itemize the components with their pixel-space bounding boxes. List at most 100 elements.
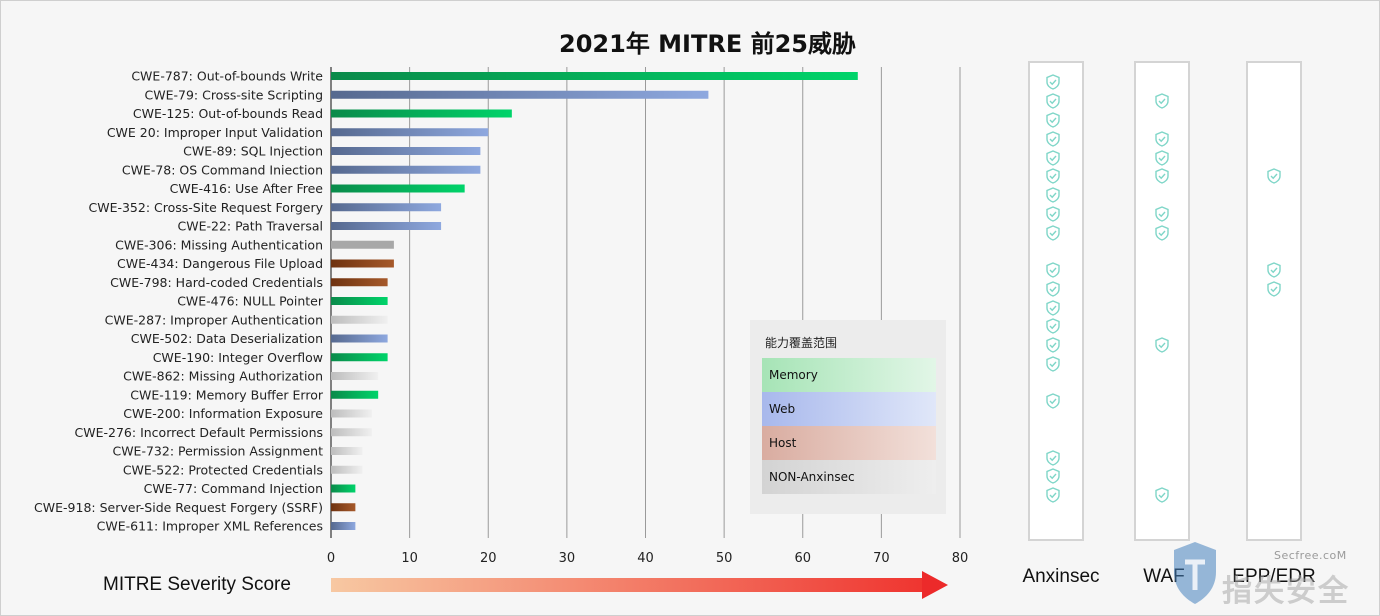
- shield-check-icon: [1154, 130, 1170, 147]
- bar: [331, 390, 379, 399]
- bar: [331, 334, 388, 343]
- legend: 能力覆盖范围 Memory Web Host NON-Anxinsec: [750, 320, 946, 514]
- bar: [331, 522, 356, 530]
- shield-check-icon: [1045, 168, 1061, 184]
- bar: [331, 184, 465, 193]
- legend-label-host: Host: [769, 436, 797, 450]
- x-axis-caption: MITRE Severity Score: [103, 574, 291, 595]
- x-tick-label: 0: [327, 551, 335, 566]
- shield-check-icon: [1154, 487, 1170, 503]
- category-label: CWE-787: Out-of-bounds Write: [131, 69, 323, 84]
- legend-label-non: NON-Anxinsec: [769, 470, 855, 484]
- shield-check-icon: [1154, 205, 1170, 222]
- bar: [331, 147, 481, 155]
- legend-item-memory: Memory: [762, 358, 936, 392]
- category-label: CWE-78: OS Command Iniection: [122, 162, 323, 177]
- category-label: CWE-798: Hard-coded Credentials: [110, 275, 323, 290]
- bar: [331, 503, 356, 512]
- legend-item-host: Host: [762, 426, 936, 460]
- category-label: CWE-416: Use After Free: [170, 181, 324, 196]
- legend-item-non: NON-Anxinsec: [762, 460, 936, 494]
- category-label: CWE-732: Permission Assignment: [112, 444, 323, 459]
- x-tick-label: 80: [952, 551, 969, 566]
- bar: [331, 353, 388, 362]
- category-label: CWE 20: Improper Input Validation: [107, 125, 323, 140]
- shield-check-icon: [1045, 318, 1061, 334]
- shield-check-icon: [1266, 280, 1282, 297]
- shield-check-icon: [1045, 487, 1061, 503]
- shield-check-icon: [1154, 149, 1170, 166]
- coverage-column-epp-edr: [1246, 61, 1302, 541]
- bar: [331, 372, 379, 380]
- category-label: CWE-22: Path Traversal: [178, 219, 324, 234]
- bar: [331, 259, 394, 268]
- shield-check-icon: [1045, 187, 1061, 203]
- shield-check-icon: [1154, 93, 1170, 109]
- shield-check-icon: [1154, 168, 1170, 184]
- bar: [331, 315, 388, 324]
- bar: [331, 109, 512, 118]
- watermark-logo-icon: [1174, 542, 1216, 604]
- shield-check-icon: [1045, 149, 1061, 166]
- x-tick-label: 10: [401, 551, 418, 566]
- category-label: CWE-287: Improper Authentication: [105, 312, 323, 327]
- severity-arrow-head-icon: [922, 571, 948, 599]
- shield-check-icon: [1045, 468, 1061, 484]
- shield-check-icon: [1045, 393, 1061, 409]
- category-label: CWE-77: Command Injection: [144, 481, 323, 496]
- bar: [331, 409, 372, 418]
- bar: [331, 72, 858, 80]
- category-label: CWE-352: Cross-Site Request Forgery: [88, 200, 323, 215]
- bar: [331, 128, 489, 137]
- category-label: CWE-862: Missing Authorization: [123, 369, 323, 384]
- shield-check-icon: [1045, 280, 1061, 297]
- category-label: CWE-434: Dangerous File Upload: [117, 256, 323, 271]
- bar: [331, 278, 388, 287]
- category-label: CWE-502: Data Deserialization: [131, 331, 323, 346]
- shield-check-icon: [1045, 205, 1061, 222]
- legend-label-web: Web: [769, 402, 796, 416]
- category-label: CWE-306: Missing Authentication: [115, 237, 323, 252]
- shield-check-icon: [1045, 112, 1061, 128]
- bar: [331, 222, 442, 230]
- shield-check-icon: [1045, 224, 1061, 241]
- legend-label-memory: Memory: [769, 368, 818, 382]
- shield-check-icon: [1154, 224, 1170, 241]
- legend-item-web: Web: [762, 392, 936, 426]
- bar: [331, 447, 363, 455]
- shield-check-icon: [1045, 74, 1061, 90]
- x-tick-label: 50: [716, 551, 733, 566]
- category-label: CWE-190: Integer Overflow: [153, 350, 323, 365]
- shield-check-icon: [1045, 299, 1061, 316]
- category-label: CWE-119: Memory Buffer Error: [130, 387, 324, 402]
- category-label: CWE-522: Protected Credentials: [123, 462, 323, 477]
- x-tick-label: 30: [559, 551, 576, 566]
- shield-check-icon: [1045, 93, 1061, 109]
- coverage-column-waf: [1134, 61, 1190, 541]
- category-label: CWE-200: Information Exposure: [123, 406, 323, 421]
- x-tick-label: 60: [794, 551, 811, 566]
- bar: [331, 428, 372, 437]
- severity-arrow-bar: [331, 578, 923, 592]
- bar: [331, 297, 388, 305]
- category-label: CWE-611: Improper XML References: [97, 519, 323, 534]
- category-label: CWE-918: Server-Side Request Forgery (SS…: [34, 500, 323, 515]
- bar: [331, 165, 481, 174]
- x-tick-label: 20: [480, 551, 497, 566]
- category-label: CWE-79: Cross-site Scripting: [145, 87, 324, 102]
- x-tick-label: 40: [637, 551, 654, 566]
- watermark-cn-text: 指失安全: [1222, 574, 1350, 609]
- shield-check-icon: [1045, 355, 1061, 372]
- category-label: CWE-476: NULL Pointer: [177, 294, 324, 309]
- coverage-label-epp-edr: EPP/EDR: [1232, 566, 1316, 587]
- shield-check-icon: [1045, 337, 1061, 353]
- bar: [331, 465, 363, 474]
- x-tick-label: 70: [873, 551, 890, 566]
- shield-check-icon: [1266, 168, 1282, 184]
- bar: [331, 240, 394, 249]
- coverage-label-anxinsec: Anxinsec: [1022, 566, 1100, 587]
- legend-title: 能力覆盖范围: [765, 336, 838, 350]
- watermark-site-text: Secfree.coM: [1274, 549, 1347, 562]
- shield-check-icon: [1266, 262, 1282, 278]
